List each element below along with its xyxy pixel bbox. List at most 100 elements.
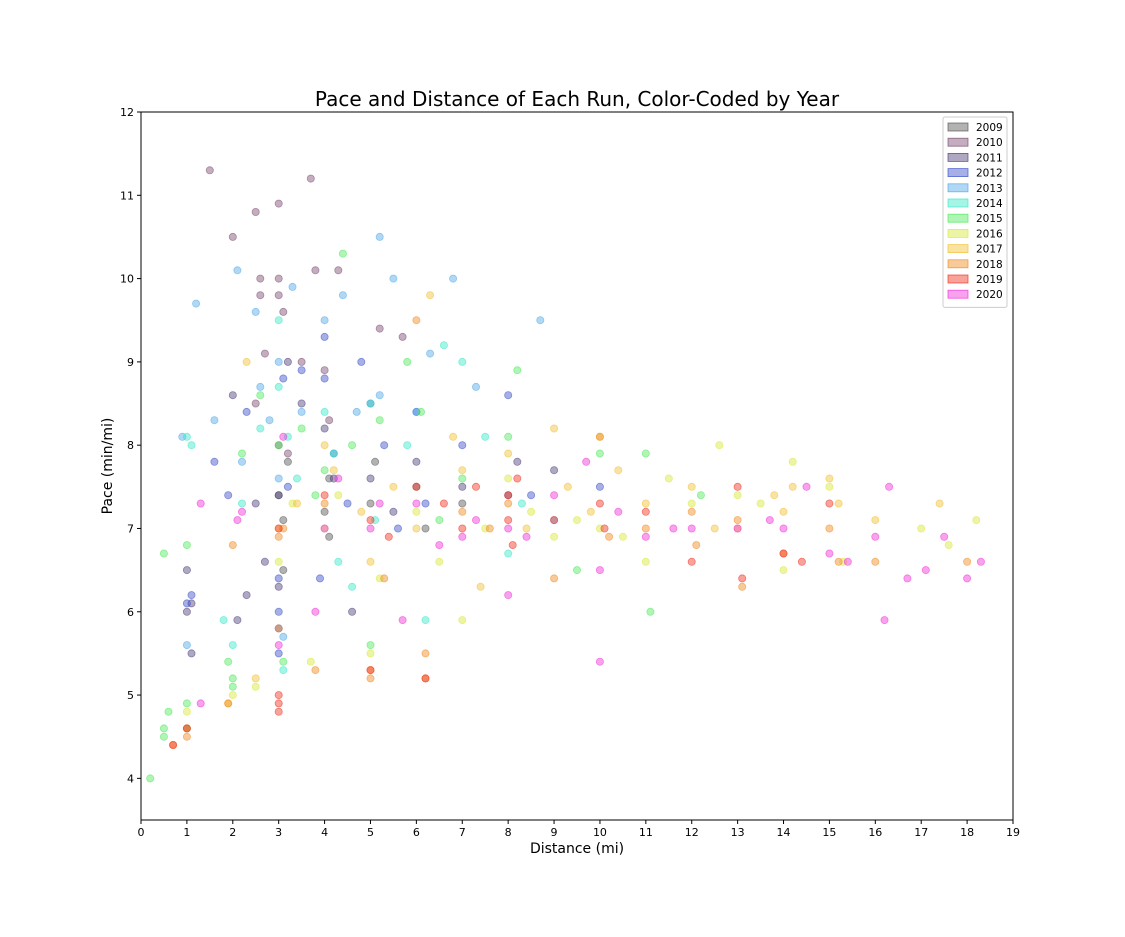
- point-2013-1: [182, 641, 191, 650]
- point-2019-5: [274, 524, 283, 533]
- point-2017-6: [329, 466, 338, 475]
- point-2013-22: [449, 274, 458, 283]
- point-2013-10: [274, 474, 283, 483]
- point-2010-20: [283, 449, 292, 458]
- point-2011-13: [320, 424, 329, 433]
- point-2015-2: [159, 732, 168, 741]
- point-2012-22: [421, 499, 430, 508]
- point-2019-11: [421, 674, 430, 683]
- point-2014-1: [187, 441, 196, 450]
- point-2017-19: [586, 507, 595, 516]
- point-2020-2: [233, 516, 242, 525]
- point-2019-1: [182, 724, 191, 733]
- point-2015-7: [182, 541, 191, 550]
- point-2019-24: [733, 482, 742, 491]
- point-2012-12: [315, 574, 324, 583]
- point-2018-31: [963, 557, 972, 566]
- point-2017-18: [563, 482, 572, 491]
- y-tick-label: 4: [127, 772, 134, 785]
- point-2016-5: [306, 657, 315, 666]
- point-2017-29: [825, 474, 834, 483]
- point-2016-4: [288, 499, 297, 508]
- point-2013-16: [352, 407, 361, 416]
- legend: 2009 2010 2011 2012 2013 2014 2015 2016 2017 2018…: [942, 116, 1008, 308]
- point-2012-2: [210, 457, 219, 466]
- point-2020-14: [458, 532, 467, 541]
- point-2011-17: [389, 507, 398, 516]
- y-tick-label: 11: [120, 189, 134, 202]
- point-2020-36: [903, 574, 912, 583]
- point-2018-9: [320, 499, 329, 508]
- point-2010-13: [334, 266, 343, 275]
- point-2018-25: [733, 516, 742, 525]
- point-2012-20: [393, 524, 402, 533]
- point-2015-32: [696, 491, 705, 500]
- point-2014-7: [274, 382, 283, 391]
- point-2012-23: [458, 441, 467, 450]
- point-2017-13: [458, 466, 467, 475]
- point-2020-26: [687, 524, 696, 533]
- point-2019-18: [513, 474, 522, 483]
- point-2016-17: [573, 516, 582, 525]
- point-2016-12: [458, 616, 467, 625]
- point-2013-12: [288, 282, 297, 291]
- legend-label-2009: 2009: [976, 122, 1003, 134]
- series-2017: [224, 291, 944, 708]
- point-2013-7: [256, 382, 265, 391]
- point-2015-28: [573, 566, 582, 575]
- point-2019-15: [504, 491, 513, 500]
- point-2016-16: [550, 532, 559, 541]
- point-2019-20: [595, 499, 604, 508]
- point-2017-23: [687, 482, 696, 491]
- point-2016-13: [481, 524, 490, 533]
- point-2016-19: [618, 532, 627, 541]
- point-2019-23: [687, 557, 696, 566]
- point-2015-30: [641, 449, 650, 458]
- point-2017-10: [412, 524, 421, 533]
- point-2018-6: [274, 624, 283, 633]
- point-2018-13: [412, 316, 421, 325]
- chart-title: Pace and Distance of Each Run, Color-Cod…: [315, 87, 840, 111]
- point-2010-15: [375, 324, 384, 333]
- point-2014-11: [320, 407, 329, 416]
- point-2018-19: [550, 574, 559, 583]
- x-tick-label: 7: [459, 826, 466, 839]
- x-tick-label: 13: [731, 826, 745, 839]
- point-2015-27: [513, 366, 522, 375]
- point-2015-1: [159, 724, 168, 733]
- point-2010-4: [256, 291, 265, 300]
- point-2015-8: [224, 657, 233, 666]
- point-2017-27: [779, 507, 788, 516]
- legend-label-2016: 2016: [976, 228, 1003, 240]
- point-2020-18: [522, 532, 531, 541]
- point-2020-12: [412, 499, 421, 508]
- point-2017-9: [389, 482, 398, 491]
- point-2015-25: [458, 474, 467, 483]
- point-2012-8: [274, 649, 283, 658]
- point-2020-33: [871, 532, 880, 541]
- point-2016-10: [412, 507, 421, 516]
- point-2020-22: [595, 566, 604, 575]
- point-2010-16: [398, 332, 407, 341]
- point-2018-7: [279, 524, 288, 533]
- point-2013-13: [297, 407, 306, 416]
- legend-label-2014: 2014: [976, 198, 1003, 210]
- point-2016-24: [733, 491, 742, 500]
- legend-swatch-2016: [947, 228, 969, 238]
- point-2010-14: [320, 366, 329, 375]
- point-2015-14: [279, 657, 288, 666]
- point-2015-12: [256, 391, 265, 400]
- point-2018-21: [605, 532, 614, 541]
- point-2019-2: [274, 691, 283, 700]
- point-2020-10: [375, 499, 384, 508]
- point-2017-11: [426, 291, 435, 300]
- point-2014-19: [439, 341, 448, 350]
- point-2018-26: [738, 582, 747, 591]
- x-tick-label: 6: [413, 826, 420, 839]
- series-2018: [169, 316, 972, 750]
- point-2017-28: [788, 482, 797, 491]
- legend-swatch-2012: [947, 168, 969, 178]
- x-tick-label: 1: [183, 826, 190, 839]
- point-2013-15: [338, 291, 347, 300]
